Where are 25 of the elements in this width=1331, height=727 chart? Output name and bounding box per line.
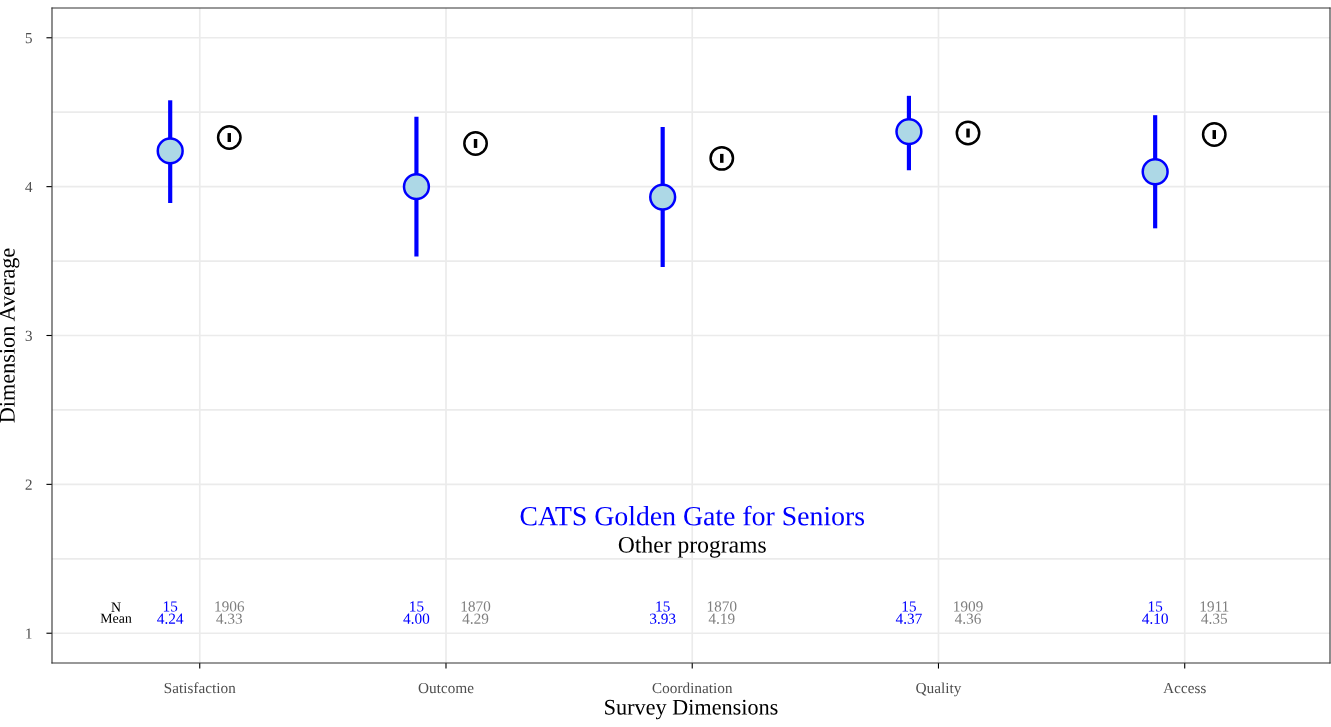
annotation: 15 4.10 bbox=[1142, 601, 1168, 624]
x-tick-label: Satisfaction bbox=[164, 682, 236, 694]
y-tick-label: 4 bbox=[25, 181, 33, 192]
text: Other programs bbox=[618, 536, 766, 558]
y-axis-title: Dimension Average bbox=[0, 248, 20, 423]
annotation: N Mean bbox=[100, 602, 132, 623]
annotation: 15 4.00 bbox=[403, 601, 430, 624]
y-tick-label: 5 bbox=[25, 33, 32, 44]
annotation: 1870 4.29 bbox=[461, 601, 491, 624]
annotation: 15 4.24 bbox=[157, 601, 184, 624]
y-tick-label: 1 bbox=[26, 628, 32, 639]
x-axis-title: Survey Dimensions bbox=[605, 699, 778, 720]
annotation: 1911 4.35 bbox=[1200, 601, 1229, 624]
annotation: 15 4.37 bbox=[895, 601, 922, 624]
y-tick-label: 2 bbox=[25, 479, 32, 490]
annotation: 15 3.93 bbox=[650, 601, 676, 624]
x-tick-label: Quality bbox=[916, 682, 962, 697]
annotation: 1909 4.36 bbox=[954, 601, 983, 624]
x-tick-label: Coordination bbox=[652, 682, 733, 694]
x-tick-label: Outcome bbox=[418, 682, 474, 694]
text: CATS Golden Gate for Seniors bbox=[520, 505, 865, 526]
x-tick-label: Access bbox=[1163, 682, 1206, 694]
annotation: 1870 4.19 bbox=[707, 601, 737, 624]
annotation: 1906 4.33 bbox=[215, 601, 245, 624]
y-tick-label: 3 bbox=[25, 330, 32, 341]
